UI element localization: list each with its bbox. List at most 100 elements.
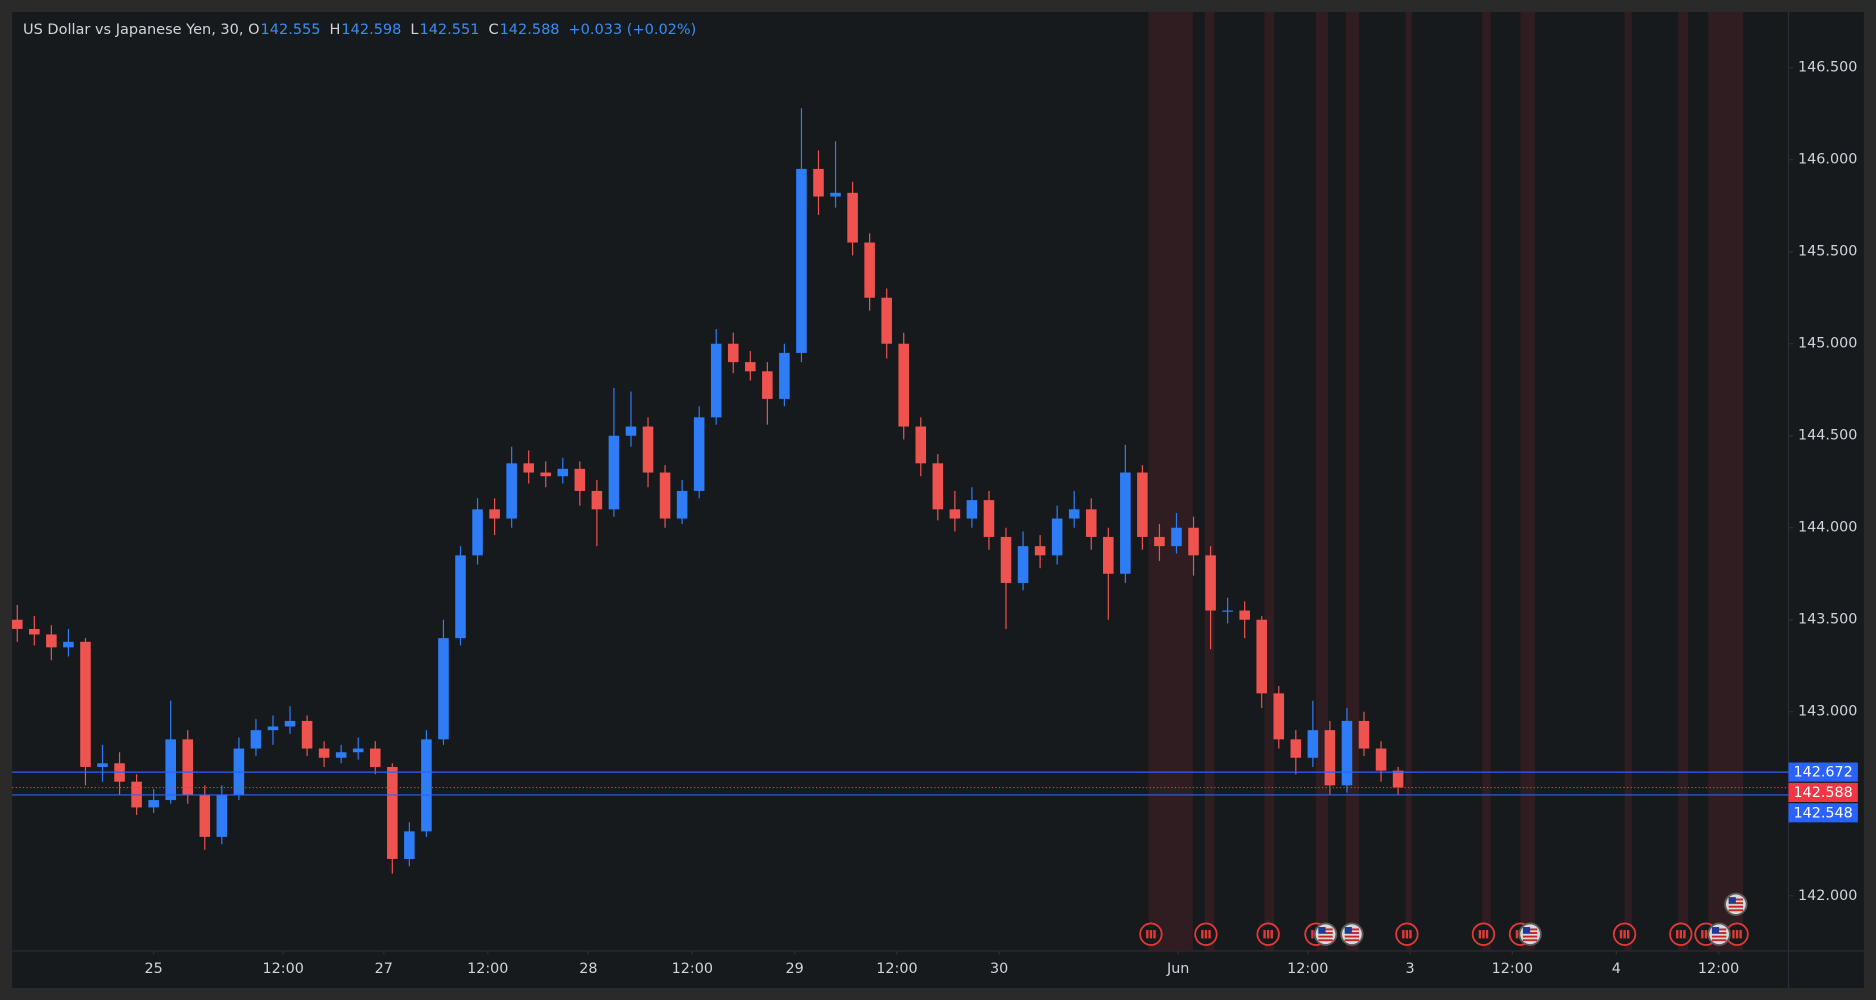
change: +0.033 (+0.02%) xyxy=(568,22,697,38)
candle-body xyxy=(165,739,176,801)
event-icon-bar xyxy=(1485,930,1489,939)
candle-body xyxy=(591,490,603,510)
us-flag-icon xyxy=(1707,922,1731,946)
y-tick-label: 143.500 xyxy=(1798,612,1857,628)
event-icon-bar xyxy=(1704,930,1708,939)
event-icon-bar xyxy=(1208,930,1211,939)
candle-body xyxy=(301,720,313,749)
event-icon-bar xyxy=(1739,930,1742,939)
event-icon-bar xyxy=(1153,930,1156,939)
x-tick-label: 3 xyxy=(1405,961,1414,977)
candle-body xyxy=(830,192,841,197)
candle-body xyxy=(864,242,875,298)
price-label-box xyxy=(1788,803,1858,823)
y-tick-label: 144.000 xyxy=(1798,520,1857,536)
event-icon-bar xyxy=(1701,930,1704,939)
flag-canton xyxy=(1711,927,1720,934)
flag-stripe xyxy=(1344,935,1360,938)
candle-body xyxy=(1358,720,1370,749)
price-label-box xyxy=(1788,782,1858,803)
event-icon-bar xyxy=(1732,930,1735,939)
event-icon-bar xyxy=(1204,930,1208,939)
y-tick-label: 146.500 xyxy=(1798,60,1857,76)
event-icon-bar xyxy=(1146,930,1149,939)
flag-ring xyxy=(1340,922,1364,946)
x-tick-label: 12:00 xyxy=(876,961,917,977)
candle-body xyxy=(46,634,57,648)
flag-canton xyxy=(1318,927,1326,934)
candle-body xyxy=(1222,610,1233,612)
us-flag-icon xyxy=(1340,922,1364,946)
event-band xyxy=(1148,11,1193,951)
candle-body xyxy=(63,641,74,648)
event-band xyxy=(1264,11,1275,951)
event-band xyxy=(1708,11,1744,951)
candle-body xyxy=(676,490,688,519)
x-tick-label: 12:00 xyxy=(1287,961,1328,977)
candle-body xyxy=(404,831,415,859)
candle-body xyxy=(949,509,961,519)
flag-ring xyxy=(1518,922,1542,946)
x-tick-label: 12:00 xyxy=(263,961,304,977)
us-flag-icon xyxy=(1313,922,1338,946)
event-icon-bar xyxy=(1311,930,1314,939)
event-icon xyxy=(1395,922,1419,946)
candle-body xyxy=(625,426,637,436)
flag-ring xyxy=(1707,922,1731,946)
event-icon-bar xyxy=(1676,930,1679,939)
candle-body xyxy=(693,417,705,491)
candle-body xyxy=(966,500,978,519)
x-tick-label: Jun xyxy=(1166,961,1189,977)
candle-body xyxy=(523,463,534,473)
x-tick-label: 27 xyxy=(375,961,393,977)
ohlc-value: 142.598 xyxy=(341,22,402,38)
candle-body xyxy=(1085,509,1097,537)
event-icon-bar xyxy=(1201,930,1204,939)
candle-body xyxy=(335,752,347,758)
candle-body xyxy=(642,426,654,473)
candle-body xyxy=(1120,472,1131,574)
price-label-box xyxy=(1788,762,1858,782)
symbol-title: US Dollar vs Japanese Yen, 30, xyxy=(23,22,244,38)
event-icon xyxy=(1256,922,1280,946)
candle-body xyxy=(1034,546,1046,556)
candle-body xyxy=(574,468,586,491)
candle-body xyxy=(1051,518,1063,556)
price-label: 142.548 xyxy=(1794,805,1853,821)
event-band xyxy=(1345,11,1360,951)
candle-body xyxy=(267,726,279,731)
event-icon-bar xyxy=(1482,930,1485,939)
candle-body xyxy=(421,739,432,832)
event-band xyxy=(1678,11,1688,951)
event-icon-bar xyxy=(1515,930,1519,939)
candle-body xyxy=(97,763,108,767)
event-icon xyxy=(1139,922,1163,946)
candle-body xyxy=(489,509,500,519)
candle-body xyxy=(352,748,364,753)
candle-body xyxy=(455,555,466,639)
candle-body xyxy=(1392,770,1404,788)
event-icon-bar xyxy=(1402,930,1405,939)
candle-body xyxy=(318,748,330,758)
candle-body xyxy=(1188,527,1199,556)
candle-body xyxy=(847,192,858,243)
candle-body xyxy=(199,794,211,837)
y-tick-label: 145.500 xyxy=(1798,244,1857,260)
x-tick-label: 30 xyxy=(990,961,1008,977)
flag-stripe xyxy=(1318,935,1333,938)
flag-stripe xyxy=(1344,939,1360,942)
flag-stripe xyxy=(1522,935,1538,938)
y-tick-label: 146.000 xyxy=(1798,152,1857,168)
symbol-legend: US Dollar vs Japanese Yen, 30, O142.555 H… xyxy=(23,22,705,38)
flag-stripe xyxy=(1711,939,1727,942)
event-icon-bar xyxy=(1149,930,1153,939)
candle-body xyxy=(11,619,23,629)
candle-body xyxy=(1375,748,1387,771)
candle-body xyxy=(182,739,194,795)
y-tick-label: 143.000 xyxy=(1798,704,1857,720)
flag-stripe xyxy=(1711,935,1727,938)
y-tick-label: 144.500 xyxy=(1798,428,1857,444)
x-tick-label: 12:00 xyxy=(1698,961,1739,977)
event-icon-bar xyxy=(1266,930,1270,939)
candle-body xyxy=(1017,546,1029,583)
